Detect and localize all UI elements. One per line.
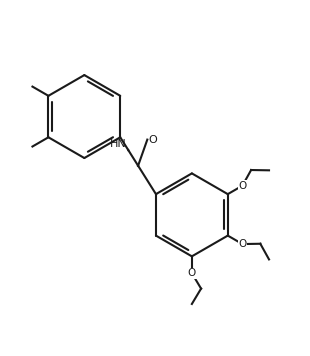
Text: O: O <box>149 135 157 145</box>
Text: O: O <box>238 181 246 191</box>
Text: O: O <box>188 268 196 278</box>
Text: O: O <box>238 239 246 249</box>
Text: HN: HN <box>110 138 127 148</box>
